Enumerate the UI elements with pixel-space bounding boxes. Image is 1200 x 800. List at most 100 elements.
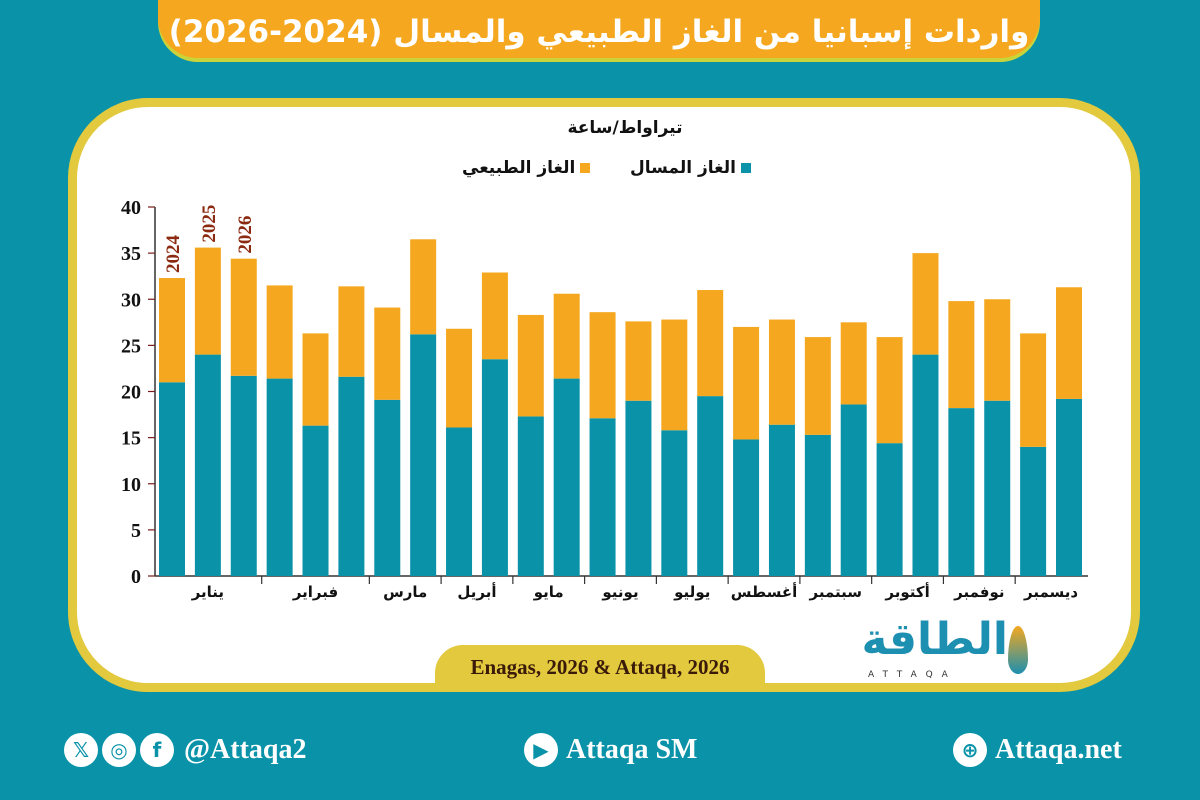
legend-swatch-natural-gas: [580, 163, 591, 173]
social-handle-link[interactable]: @Attaqa2: [184, 734, 307, 765]
y-tick-label: 20: [121, 382, 141, 404]
bar-natural-gas-2025: [840, 322, 867, 405]
bar-natural-gas-2025: [697, 290, 724, 397]
bar-natural-gas-2024: [446, 328, 473, 428]
bar-natural-gas-2025: [768, 319, 795, 425]
bar-lng-2024: [948, 408, 975, 576]
bar-natural-gas-2026: [230, 258, 257, 376]
bar-lng-2025: [984, 400, 1011, 576]
legend-label: الغاز المسال: [630, 158, 736, 178]
month-label: يونيو: [601, 583, 638, 601]
bar-lng-2025: [625, 400, 652, 576]
month-label: مايو: [533, 583, 564, 601]
bar-lng-2024: [374, 399, 401, 576]
month-label: أغسطس: [731, 582, 797, 601]
bar-natural-gas-2025: [194, 247, 221, 355]
bar-natural-gas-2026: [338, 286, 365, 377]
y-tick-label: 5: [131, 520, 141, 542]
drop-icon: [1008, 626, 1028, 674]
y-tick-label: 35: [121, 243, 141, 265]
bar-lng-2025: [768, 424, 795, 576]
y-tick-label: 40: [121, 197, 141, 219]
bar-lng-2025: [840, 404, 867, 576]
y-tick-label: 0: [131, 566, 141, 588]
y-axis-unit: تيراواط/ساعة: [567, 118, 683, 138]
youtube-icon[interactable]: ▶: [524, 733, 558, 767]
bar-lng-2025: [302, 425, 329, 576]
bar-lng-2024: [1020, 446, 1047, 576]
bar-natural-gas-2025: [1056, 287, 1082, 399]
legend-swatch-lng: [740, 163, 751, 173]
month-label: سبتمبر: [809, 583, 863, 601]
bar-lng-2024: [517, 416, 544, 576]
bar-lng-2024: [733, 439, 760, 576]
bar-natural-gas-2024: [876, 337, 903, 444]
youtube-channel: ▶ Attaqa SM: [524, 733, 697, 767]
bar-lng-2026: [338, 376, 365, 576]
year-label: 2026: [235, 216, 256, 254]
month-label: ديسمبر: [1023, 583, 1078, 601]
bar-natural-gas-2025: [410, 239, 437, 335]
month-label: مارس: [383, 583, 427, 601]
website-link[interactable]: Attaqa.net: [995, 734, 1122, 765]
bar-natural-gas-2024: [804, 337, 831, 435]
bar-natural-gas-2025: [553, 293, 580, 379]
bar-lng-2024: [589, 418, 616, 576]
instagram-icon[interactable]: ◎: [102, 733, 136, 767]
globe-icon[interactable]: ⊕: [953, 733, 987, 767]
bar-natural-gas-2024: [159, 278, 185, 383]
facebook-icon[interactable]: f: [140, 733, 174, 767]
attaqa-logo: الطاقة ATTAQA: [858, 614, 1033, 686]
bar-natural-gas-2025: [302, 333, 329, 426]
bar-natural-gas-2024: [733, 326, 760, 440]
legend-item-natural-gas: الغاز الطبيعي: [462, 158, 591, 178]
y-tick-label: 15: [121, 428, 141, 450]
bar-natural-gas-2024: [517, 314, 544, 417]
month-label: فبراير: [292, 583, 338, 601]
month-label: أبريل: [457, 582, 496, 601]
bar-natural-gas-2024: [1020, 333, 1047, 447]
bar-lng-2024: [266, 378, 293, 576]
month-label: يناير: [191, 583, 224, 601]
y-tick-label: 25: [121, 335, 141, 357]
bar-natural-gas-2025: [912, 253, 939, 355]
bar-natural-gas-2024: [374, 307, 401, 400]
source-label: Enagas, 2026 & Attaqa, 2026: [435, 645, 765, 690]
bar-lng-2025: [553, 378, 580, 576]
bar-natural-gas-2024: [948, 301, 975, 409]
bar-natural-gas-2025: [481, 272, 508, 360]
youtube-link[interactable]: Attaqa SM: [566, 734, 698, 765]
x-icon[interactable]: 𝕏: [64, 733, 98, 767]
bar-natural-gas-2025: [625, 321, 652, 401]
website: ⊕ Attaqa.net: [953, 733, 1122, 767]
bar-lng-2025: [697, 396, 724, 576]
bar-lng-2024: [661, 430, 688, 576]
bar-lng-2025: [1056, 398, 1082, 576]
legend-label: الغاز الطبيعي: [462, 158, 576, 178]
month-label: أكتوبر: [884, 582, 929, 601]
month-label: يوليو: [673, 583, 710, 601]
year-label: 2024: [163, 235, 184, 274]
bar-lng-2025: [912, 354, 939, 576]
y-tick-label: 10: [121, 474, 141, 496]
bar-lng-2024: [446, 427, 473, 576]
bar-lng-2025: [410, 334, 437, 576]
legend-item-lng: الغاز المسال: [630, 158, 751, 178]
bar-lng-2025: [481, 359, 508, 576]
bar-lng-2024: [876, 443, 903, 576]
title-banner: واردات إسبانيا من الغاز الطبيعي والمسال …: [158, 0, 1040, 58]
year-label: 2025: [199, 205, 220, 243]
bar-lng-2024: [159, 382, 185, 576]
social-handles: 𝕏 ◎ f @Attaqa2: [64, 733, 307, 767]
bar-natural-gas-2024: [266, 285, 293, 379]
chart-title: واردات إسبانيا من الغاز الطبيعي والمسال …: [168, 14, 1030, 50]
bar-natural-gas-2024: [661, 319, 688, 431]
bar-natural-gas-2024: [589, 312, 616, 419]
bar-lng-2025: [194, 354, 221, 576]
month-label: نوفمبر: [953, 583, 1004, 601]
y-tick-label: 30: [121, 289, 141, 311]
bar-lng-2026: [230, 375, 257, 576]
bar-natural-gas-2025: [984, 299, 1011, 401]
bar-lng-2024: [804, 434, 831, 576]
